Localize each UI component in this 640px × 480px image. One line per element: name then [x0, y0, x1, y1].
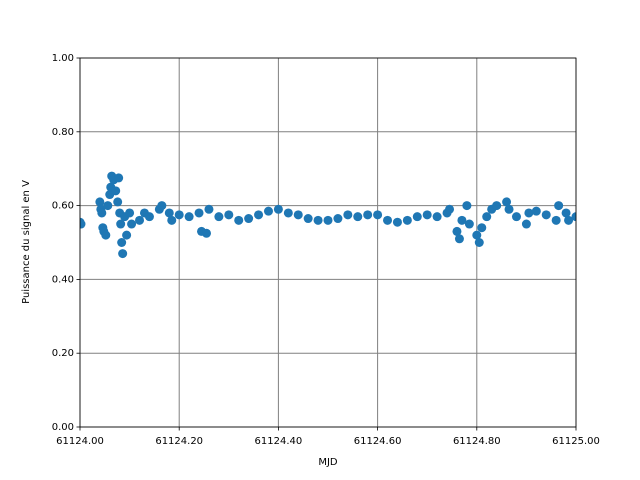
point — [457, 215, 467, 225]
point — [194, 208, 204, 218]
point — [412, 212, 422, 222]
point — [263, 206, 273, 216]
point — [554, 201, 564, 211]
point — [273, 204, 283, 214]
plot-frame — [79, 57, 577, 428]
point — [157, 201, 167, 211]
point — [343, 210, 353, 220]
point — [445, 204, 455, 214]
y-tick-label: 0.60 — [52, 201, 74, 212]
point — [164, 208, 174, 218]
point — [551, 215, 561, 225]
point — [80, 219, 86, 229]
point — [116, 219, 126, 229]
point — [462, 201, 472, 211]
points — [80, 171, 576, 259]
point — [383, 215, 393, 225]
point — [531, 206, 541, 216]
plot-area — [80, 58, 576, 427]
point — [127, 219, 137, 229]
point — [293, 210, 303, 220]
point — [373, 210, 383, 220]
y-tick-label: 0.40 — [52, 274, 74, 285]
point — [113, 197, 123, 207]
point — [561, 208, 571, 218]
x-tick-label: 61124.40 — [255, 436, 303, 447]
point — [482, 212, 492, 222]
point — [363, 210, 373, 220]
point — [353, 212, 363, 222]
point — [313, 215, 323, 225]
point — [125, 208, 135, 218]
point — [502, 197, 512, 207]
point — [571, 212, 576, 222]
point — [422, 210, 432, 220]
point — [323, 215, 333, 225]
point — [564, 215, 574, 225]
point — [452, 226, 462, 236]
point — [214, 212, 224, 222]
point — [103, 201, 113, 211]
point — [234, 215, 244, 225]
point — [454, 234, 464, 244]
point — [224, 210, 234, 220]
point — [144, 212, 154, 222]
point — [167, 215, 177, 225]
point — [511, 212, 521, 222]
point — [184, 212, 194, 222]
point — [101, 230, 111, 240]
point — [464, 219, 474, 229]
point — [504, 204, 514, 214]
y-tick-label: 1.00 — [52, 53, 74, 64]
axes: 61124.00 61124.20 61124.40 61124.60 61124.80… — [52, 53, 600, 447]
point — [333, 214, 343, 224]
point — [541, 210, 551, 220]
point — [204, 204, 214, 214]
x-axis-label: MJD — [318, 457, 338, 468]
point — [254, 210, 264, 220]
point — [521, 219, 531, 229]
point — [474, 238, 484, 247]
point — [432, 212, 442, 222]
point — [472, 230, 482, 240]
point — [95, 197, 105, 207]
point — [524, 208, 534, 218]
point — [477, 223, 487, 233]
y-axis-label: Puissance du signal en V — [21, 180, 32, 304]
y-tick-label: 0.00 — [52, 422, 74, 433]
point — [114, 173, 124, 183]
point — [174, 210, 184, 220]
x-tick-label: 61124.80 — [453, 436, 501, 447]
point — [244, 214, 254, 224]
point — [97, 208, 107, 218]
x-tick-label: 61124.20 — [155, 436, 203, 447]
y-tick-label: 0.20 — [52, 348, 74, 359]
point — [492, 201, 502, 211]
point — [283, 208, 293, 218]
point — [392, 217, 402, 227]
point — [122, 230, 132, 240]
point — [303, 214, 313, 224]
point — [201, 228, 211, 238]
x-tick-label: 61124.60 — [354, 436, 402, 447]
y-tick-label: 0.80 — [52, 127, 74, 138]
point — [111, 186, 121, 196]
point — [402, 215, 412, 225]
point — [135, 215, 145, 225]
x-tick-label: 61124.00 — [56, 436, 104, 447]
x-tick-label: 61125.00 — [552, 436, 600, 447]
point — [118, 249, 128, 259]
point — [117, 238, 127, 247]
